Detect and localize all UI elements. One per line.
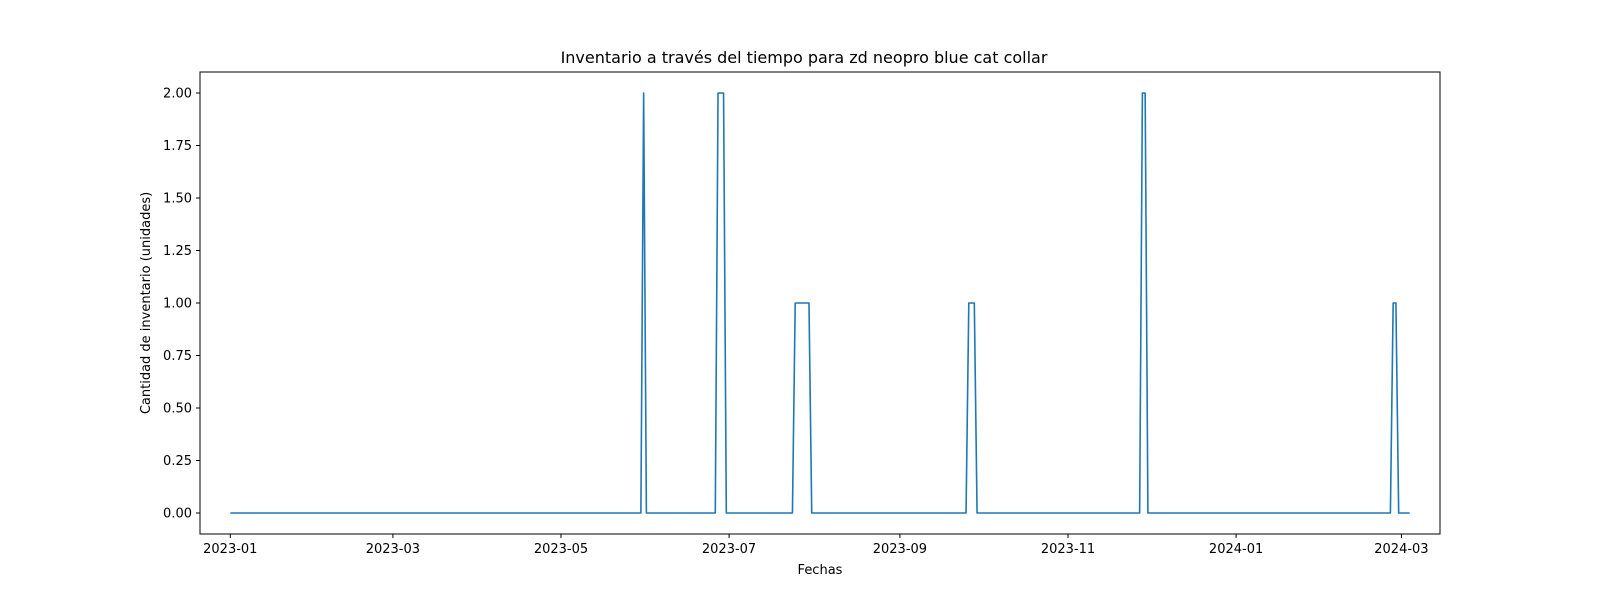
y-tick-label: 0.50 (163, 402, 192, 417)
chart-title: Inventario a través del tiempo para zd n… (561, 48, 1048, 67)
x-tick-label: 2023-11 (1041, 542, 1095, 557)
y-tick-label: 0.25 (163, 454, 192, 469)
y-tick-label: 0.75 (163, 349, 192, 364)
y-tick-label: 0.00 (163, 507, 192, 522)
y-tick-label: 1.50 (163, 192, 192, 207)
plot-area (230, 92, 1410, 514)
x-tick-label: 2024-01 (1209, 542, 1263, 557)
x-tick-label: 2023-01 (203, 542, 257, 557)
x-tick-label: 2023-09 (873, 542, 927, 557)
x-tick-label: 2024-03 (1374, 542, 1428, 557)
y-tick-label: 1.25 (163, 244, 192, 259)
x-tick-label: 2023-05 (534, 542, 588, 557)
y-tick-label: 1.75 (163, 139, 192, 154)
x-tick-label: 2023-03 (366, 542, 420, 557)
plot-frame (199, 71, 1441, 535)
x-axis-label: Fechas (798, 563, 843, 578)
x-axis: 2023-01 2023-03 2023-05 2023-07 2023-09 2023-… (203, 534, 1429, 557)
y-tick-label: 1.00 (163, 297, 192, 312)
y-axis-label: Cantidad de inventario (unidades) (139, 192, 154, 414)
x-tick-label: 2023-07 (702, 542, 756, 557)
series-line-0 (230, 92, 1410, 514)
y-tick-label: 2.00 (163, 87, 192, 102)
y-axis: 0.00 0.25 0.50 0.75 1.00 1.25 1.50 1.75 2.00 (163, 87, 200, 522)
